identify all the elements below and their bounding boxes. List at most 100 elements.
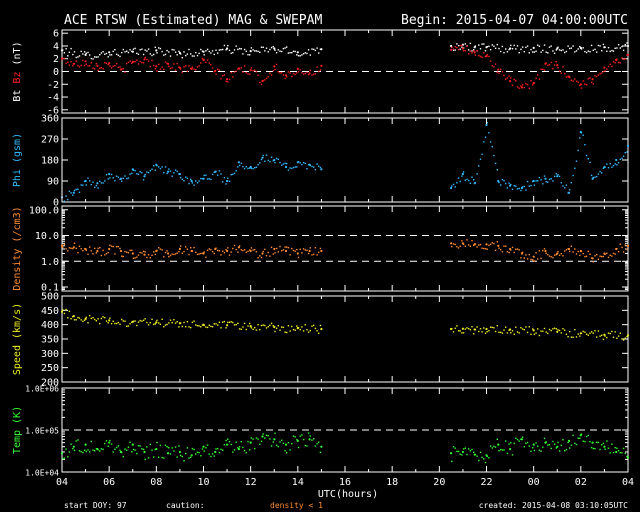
data-point <box>232 173 234 176</box>
data-point <box>89 451 91 453</box>
data-point <box>452 331 455 333</box>
data-point <box>538 176 541 179</box>
data-point <box>506 332 509 334</box>
data-point <box>85 316 87 319</box>
data-point <box>70 192 72 194</box>
data-point <box>73 51 76 53</box>
data-point <box>609 332 611 335</box>
data-point <box>139 171 141 173</box>
data-point <box>287 325 290 327</box>
data-point <box>84 179 87 183</box>
data-point <box>215 49 217 51</box>
data-point <box>136 59 138 61</box>
data-point <box>254 249 256 251</box>
data-point <box>462 171 465 173</box>
data-point <box>259 81 261 84</box>
data-point <box>457 44 460 47</box>
data-point <box>451 460 453 463</box>
data-point <box>506 187 509 189</box>
data-point <box>589 161 591 163</box>
data-point <box>196 451 199 453</box>
data-point <box>478 459 480 462</box>
data-point <box>565 249 568 251</box>
data-point <box>105 252 108 255</box>
data-point <box>158 247 160 249</box>
data-point <box>220 327 222 329</box>
data-point <box>195 251 197 254</box>
data-point <box>247 440 249 443</box>
data-point <box>68 310 71 313</box>
data-point <box>252 49 254 51</box>
data-point <box>249 165 252 169</box>
data-point <box>532 259 534 261</box>
data-point <box>173 63 175 65</box>
data-point <box>533 184 536 186</box>
data-point <box>320 327 323 331</box>
data-point <box>493 66 495 68</box>
data-point <box>89 314 91 317</box>
data-point <box>621 338 623 340</box>
data-point <box>466 45 468 47</box>
data-point <box>281 164 283 166</box>
data-point <box>164 251 167 254</box>
data-point <box>215 448 217 450</box>
data-point <box>318 70 320 73</box>
data-point <box>173 450 175 452</box>
data-point <box>232 451 234 453</box>
data-point <box>240 67 242 69</box>
data-point <box>476 50 478 52</box>
data-point <box>320 48 323 51</box>
data-point <box>220 78 222 80</box>
data-point <box>68 247 71 249</box>
data-point <box>509 47 512 50</box>
data-point <box>178 445 180 447</box>
data-point <box>521 328 524 330</box>
data-point <box>281 326 283 328</box>
data-point <box>70 443 72 445</box>
data-point <box>542 249 544 252</box>
data-point <box>247 167 249 170</box>
data-point <box>318 165 320 167</box>
data-point <box>483 141 485 143</box>
y-tick-label: 250 <box>41 363 59 374</box>
data-point <box>510 77 512 79</box>
data-point <box>218 69 221 71</box>
data-point <box>65 248 67 250</box>
data-point <box>626 144 630 148</box>
data-point <box>240 48 242 50</box>
data-point <box>505 182 507 185</box>
y-axis-label: Phi (gsm) <box>12 133 23 187</box>
data-point <box>562 328 564 330</box>
y-tick-label: 6 <box>53 29 59 40</box>
data-point <box>567 441 569 444</box>
data-point <box>183 250 185 253</box>
data-point <box>543 437 546 440</box>
data-point <box>506 51 509 53</box>
data-point <box>269 438 271 440</box>
data-point <box>461 47 464 50</box>
data-point <box>126 251 128 253</box>
data-point <box>114 180 116 182</box>
data-point <box>496 241 498 243</box>
data-point <box>282 74 285 76</box>
data-point <box>518 440 520 442</box>
data-point <box>476 455 478 457</box>
data-point <box>616 337 618 339</box>
data-point <box>488 132 490 134</box>
data-point <box>132 257 135 259</box>
data-point <box>257 324 259 326</box>
data-point <box>240 441 242 443</box>
data-point <box>537 258 539 260</box>
data-point <box>249 249 251 251</box>
data-point <box>176 62 178 65</box>
data-point <box>60 57 64 60</box>
data-point <box>181 178 183 180</box>
data-point <box>178 322 181 325</box>
data-point <box>226 78 229 81</box>
data-point <box>185 65 187 67</box>
data-point <box>104 317 106 319</box>
data-point <box>122 320 124 322</box>
data-point <box>594 448 596 450</box>
data-point <box>511 330 514 332</box>
data-point <box>95 63 98 65</box>
